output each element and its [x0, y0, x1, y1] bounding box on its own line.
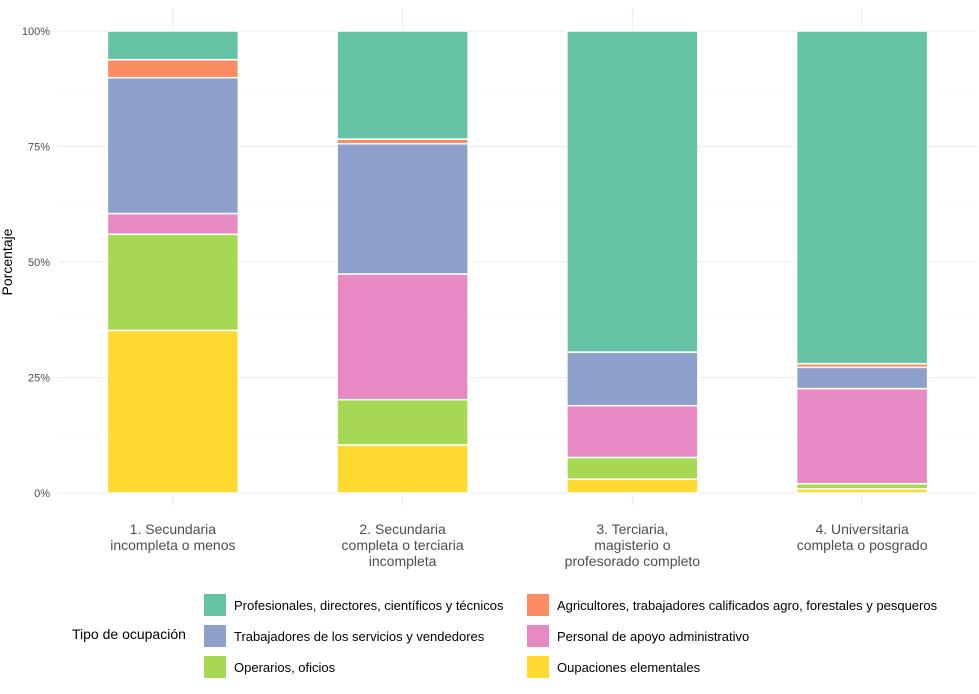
legend-swatch [527, 656, 549, 678]
bar-segment [795, 30, 929, 365]
y-axis-ticks: 0% 25% 50% 75% 100% [22, 26, 50, 500]
x-tick-label: 2. Secundaria completa o terciaria incompl… [342, 521, 464, 569]
legend-label: Personal de apoyo administrativo [557, 628, 750, 644]
bar-segment [106, 30, 240, 61]
bar-segment [336, 444, 469, 494]
x-tick-label: 3. Terciaria, magisterio o profesorado com… [565, 521, 701, 569]
y-tick-label: 75% [28, 142, 50, 154]
bar-segment [566, 478, 699, 494]
legend-swatch [204, 594, 226, 616]
y-tick-label: 50% [28, 257, 50, 269]
bar-segment [106, 329, 240, 494]
legend-item: Personal de apoyo administrativo [527, 625, 749, 647]
legend-item: Agricultores, trabajadores calificados a… [527, 594, 937, 616]
bar-segment [795, 483, 929, 490]
legend-swatch [527, 594, 549, 616]
bar-segment [106, 76, 240, 215]
legend-label: Profesionales, directores, científicos y… [234, 597, 504, 613]
legend-item: Profesionales, directores, científicos y… [204, 594, 504, 616]
bars [106, 30, 929, 494]
bar-segment [336, 398, 469, 446]
x-axis-ticks: 1. Secundaria incompleta o menos 2. Secund… [110, 521, 927, 569]
y-axis-label: Porcentaje [0, 228, 15, 295]
legend-title: Tipo de ocupación [72, 626, 186, 642]
y-tick-label: 0% [34, 488, 50, 500]
y-tick-label: 25% [28, 373, 50, 385]
stacked-bar-chart: 0% 25% 50% 75% 100% 1. Secundaria incompleta … [0, 8, 977, 569]
legend-swatch [204, 656, 226, 678]
legend-swatch [527, 625, 549, 647]
x-tick-label: 4. Universitaria completa o posgrado [797, 521, 928, 553]
bar-segment [566, 404, 699, 459]
bar-segment [106, 233, 240, 332]
bar-segment [566, 30, 699, 353]
x-tick-label: 1. Secundaria incompleta o menos [110, 521, 235, 553]
legend-swatch [204, 625, 226, 647]
bar-segment [566, 456, 699, 480]
legend-label: Agricultores, trabajadores calificados a… [557, 597, 938, 613]
legend-item: Trabajadores de los servicios y vendedor… [204, 625, 484, 647]
legend: Tipo de ocupación Profesionales, directo… [72, 590, 972, 682]
bar-segment [336, 142, 469, 275]
legend-item: Operarios, oficios [204, 656, 335, 678]
legend-label: Trabajadores de los servicios y vendedor… [234, 628, 485, 644]
y-tick-label: 100% [22, 26, 50, 38]
bar-segment [795, 366, 929, 390]
bar-segment [336, 273, 469, 401]
legend-item: Oupaciones elementales [527, 656, 700, 678]
bar-segment [106, 58, 240, 79]
bar-segment [566, 351, 699, 407]
legend-label: Oupaciones elementales [557, 659, 701, 675]
bar-segment [106, 212, 240, 236]
legend-label: Operarios, oficios [234, 659, 336, 675]
bar-segment [336, 30, 469, 140]
bar-segment [795, 387, 929, 485]
